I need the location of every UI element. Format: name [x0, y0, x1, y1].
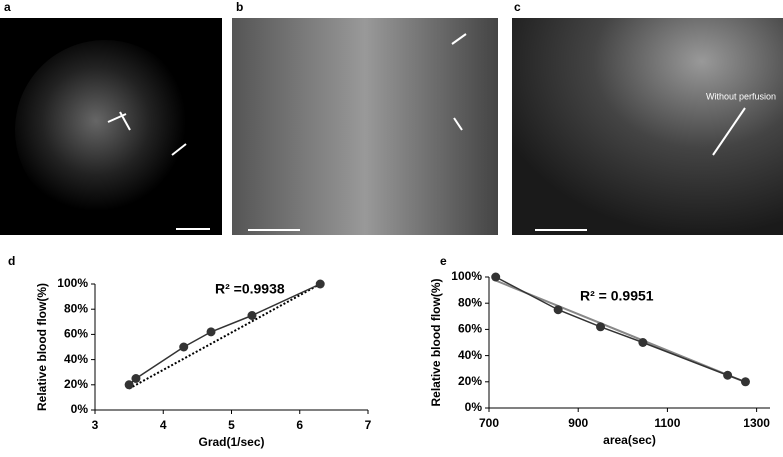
panel-label: e	[440, 254, 447, 268]
image-b	[232, 18, 498, 235]
annotation: R² =0.9938	[215, 281, 285, 297]
y-tick-label: 60%	[458, 322, 482, 336]
y-tick-label: 60%	[64, 327, 88, 341]
data-point	[596, 322, 606, 332]
image-a-texture	[15, 40, 195, 220]
data-point	[553, 305, 563, 315]
panel-label: a	[4, 0, 11, 14]
annotation: R² = 0.9951	[580, 288, 654, 304]
x-tick-label: 1100	[654, 416, 680, 430]
x-tick-label: 7	[365, 418, 372, 432]
x-tick-label: 4	[160, 418, 167, 432]
y-tick-label: 20%	[64, 377, 88, 391]
x-tick-label: 6	[296, 418, 303, 432]
y-tick-label: 20%	[458, 374, 482, 388]
y-tick-label: 80%	[64, 301, 88, 315]
data-point	[491, 272, 501, 282]
data-point	[179, 342, 189, 352]
data-point	[247, 311, 257, 320]
y-tick-label: 80%	[458, 295, 482, 309]
data-point	[206, 327, 216, 337]
x-tick-label: 3	[92, 418, 99, 432]
x-tick-label: 5	[228, 418, 235, 432]
x-tick-label: 1300	[743, 416, 770, 430]
y-axis-label: Relative blood flow(%)	[429, 278, 443, 406]
data-point	[131, 374, 141, 383]
data-point	[723, 370, 733, 380]
arrows	[107, 33, 746, 156]
data-point	[638, 338, 648, 347]
x-axis-label: area(sec)	[603, 433, 656, 447]
data-point	[315, 279, 325, 289]
y-axis-label: Relative blood flow(%)	[35, 283, 49, 411]
panel-label: c	[514, 0, 521, 14]
y-tick-label: 100%	[57, 276, 88, 290]
y-tick-label: 0%	[71, 402, 89, 416]
panel-label: d	[8, 254, 15, 268]
y-tick-label: 0%	[465, 400, 483, 414]
trend-line	[128, 283, 321, 390]
image-c	[512, 18, 783, 235]
data-point	[740, 377, 750, 387]
panel-label: b	[236, 0, 243, 14]
x-axis-label: Grad(1/sec)	[198, 435, 264, 449]
y-tick-label: 100%	[451, 269, 482, 283]
x-tick-label: 900	[568, 416, 588, 430]
x-tick-label: 700	[479, 416, 499, 430]
image-annotation: Without perfusion	[706, 91, 776, 101]
scale-bars	[176, 228, 587, 231]
y-tick-label: 40%	[458, 348, 482, 362]
y-tick-label: 40%	[64, 352, 88, 366]
data-point	[124, 380, 134, 390]
